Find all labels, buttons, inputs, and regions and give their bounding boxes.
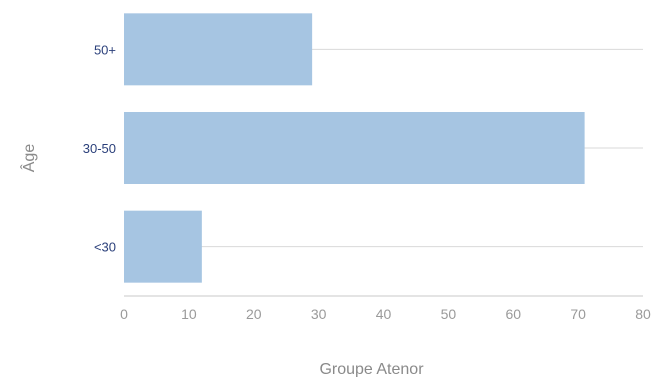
category-label-0: <30 — [94, 240, 116, 255]
x-tick-labels: 0 10 20 30 40 50 60 70 80 — [120, 306, 651, 322]
x-axis-title: Groupe Atenor — [319, 361, 424, 377]
bar-1 — [124, 112, 585, 184]
x-tick-label-8: 80 — [635, 306, 651, 322]
category-label-2: 50+ — [94, 42, 116, 57]
x-tick-label-1: 10 — [181, 306, 197, 322]
x-tick-label-7: 70 — [570, 306, 586, 322]
y-axis-title: Âge — [19, 144, 38, 173]
category-labels: <30 30-50 50+ — [83, 42, 116, 254]
x-tick-label-6: 60 — [505, 306, 521, 322]
bar-0 — [124, 210, 202, 283]
x-tick-label-3: 30 — [311, 306, 327, 322]
x-tick-label-4: 40 — [376, 306, 392, 322]
bar-2 — [124, 13, 313, 86]
category-label-1: 30-50 — [83, 141, 116, 156]
bars — [124, 13, 585, 283]
x-tick-label-5: 50 — [441, 306, 457, 322]
x-tick-label-2: 20 — [246, 306, 262, 322]
x-tick-label-0: 0 — [120, 306, 128, 322]
